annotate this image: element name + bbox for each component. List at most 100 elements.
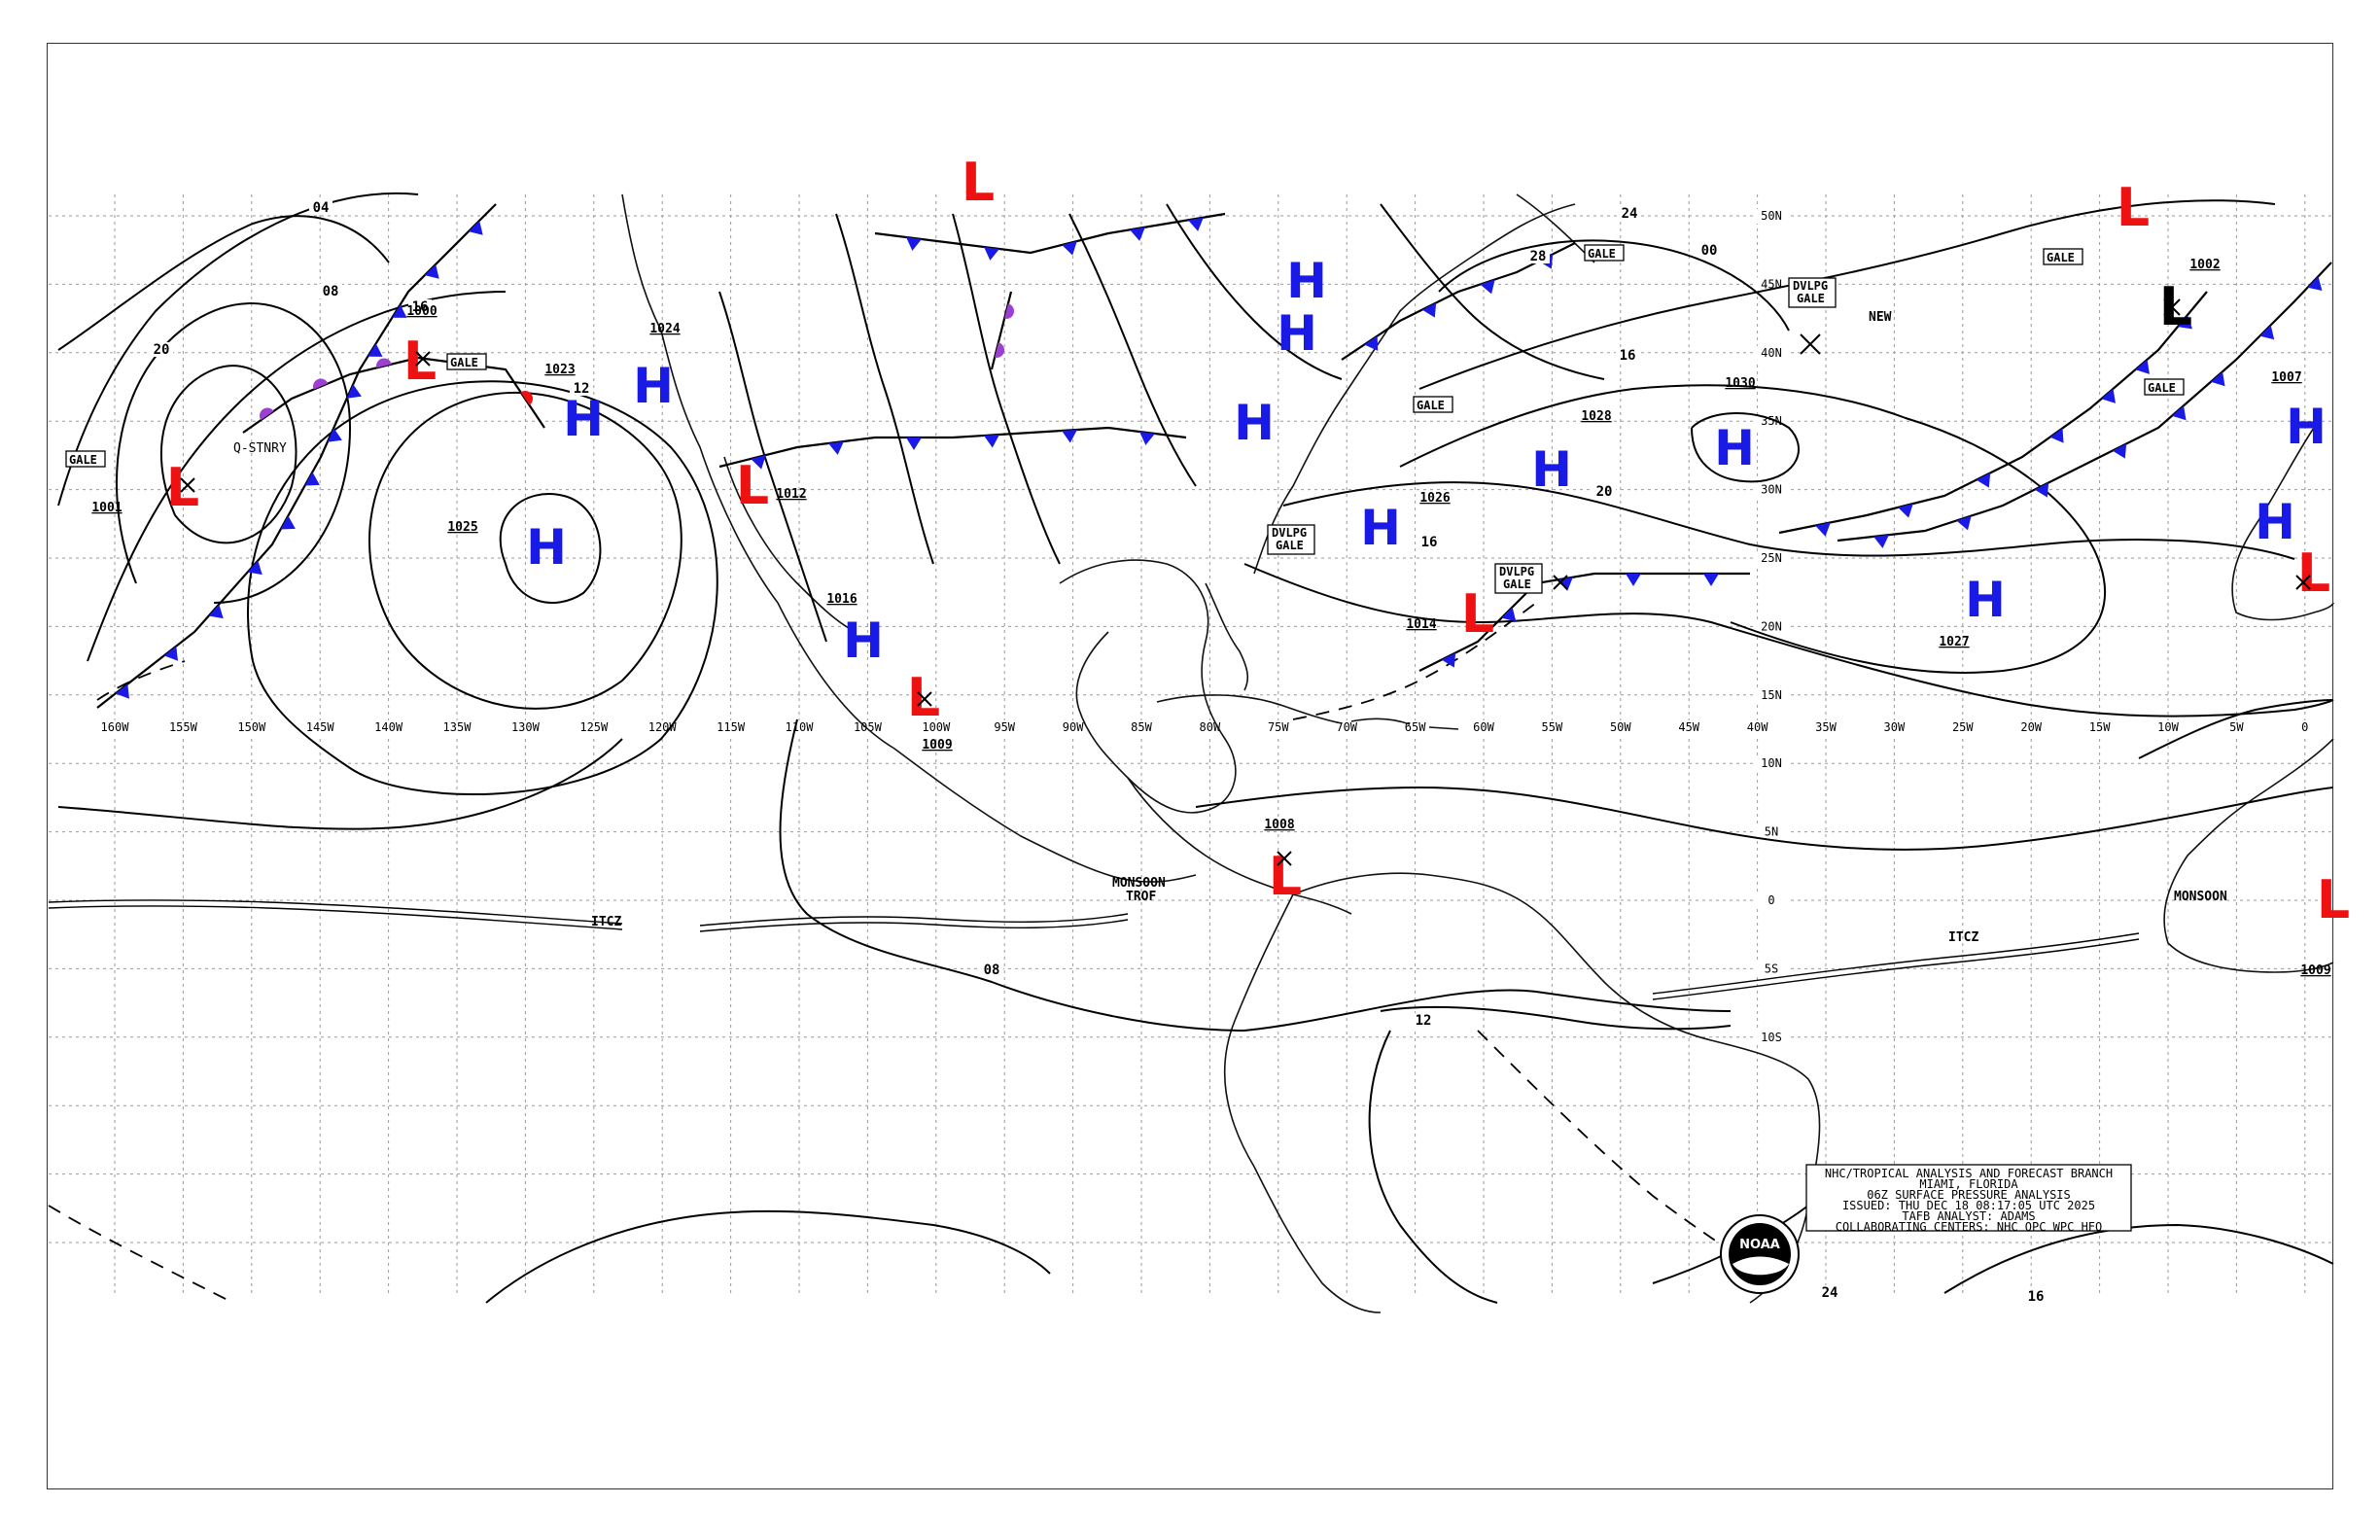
longitude-label: 115W — [717, 720, 746, 734]
front-symbol — [828, 441, 844, 455]
isobar-16-southeast — [1943, 1223, 2334, 1294]
itcz-east-1 — [1652, 932, 2140, 995]
isobar-pacific-1 — [57, 215, 390, 351]
longitude-label: 5W — [2229, 720, 2244, 734]
itcz-west-1 — [48, 899, 623, 925]
info-line-1: NHC/TROPICAL ANALYSIS AND FORECAST BRANC… — [1825, 1167, 2113, 1180]
isobar-value: 24 — [1622, 206, 1638, 222]
x-mark — [1800, 333, 1821, 355]
isobar-28-ring — [1691, 412, 1800, 483]
front-symbol — [906, 237, 922, 251]
svg-text:GALE: GALE — [1588, 247, 1616, 261]
latitude-label: 10S — [1761, 1031, 1782, 1044]
isobar-contus-1 — [718, 291, 827, 643]
feature-labels: Q-STNRY ITCZ ITCZ MONSOON TROF MONSOON N… — [233, 310, 2227, 945]
pressure-center-value: 1002 — [2189, 258, 2220, 272]
high-pressure-center: H — [1360, 500, 1401, 556]
front-symbol — [346, 384, 362, 399]
longitude-label: 55W — [1542, 720, 1563, 734]
isobar-value: 28 — [1530, 249, 1547, 264]
label-monsoon: MONSOON — [1112, 876, 1166, 891]
front-symbol — [247, 560, 262, 576]
isobar-08-south-arc — [1368, 1030, 1498, 1304]
longitude-label: 0 — [2301, 720, 2308, 734]
low-pressure-center: L — [2117, 177, 2150, 238]
isobar-24-atlantic — [1282, 481, 2295, 560]
front-symbol — [984, 247, 999, 261]
pressure-center-value: 1000 — [406, 304, 437, 319]
noaa-logo-text: NOAA — [1739, 1238, 1780, 1252]
coastlines — [621, 193, 2334, 1313]
low-pressure-center: L — [736, 455, 769, 516]
front-symbol — [995, 342, 1004, 358]
isobar-value: 24 — [1822, 1285, 1838, 1301]
front-north-contus — [874, 212, 1226, 261]
front-symbol — [1188, 217, 1204, 231]
gale-box: GALE — [2043, 248, 2083, 265]
coastline-iberia — [2231, 427, 2334, 621]
svg-text:GALE: GALE — [2047, 251, 2075, 264]
trough-pacific — [96, 660, 186, 701]
front-symbol — [1441, 652, 1456, 668]
high-pressure-center: H — [526, 519, 567, 576]
isobar-contus-2 — [835, 213, 934, 565]
front-symbol — [2049, 428, 2064, 443]
front-symbol — [1873, 535, 1889, 548]
front-symbol — [392, 304, 407, 318]
high-pressure-center: H — [843, 612, 884, 669]
isobar-value: 16 — [1620, 348, 1636, 364]
longitude-label: 160W — [101, 720, 130, 734]
front-symbol — [376, 358, 392, 368]
gale-box: GALE — [1413, 396, 1453, 413]
front-symbol — [368, 343, 383, 357]
isobar-value: 20 — [154, 342, 170, 358]
pressure-center-value: 1014 — [1406, 617, 1436, 632]
pressure-center-value: 1028 — [1581, 409, 1611, 424]
pressure-center-value: 1025 — [447, 520, 477, 535]
low-pressure-center: L — [166, 457, 199, 518]
itcz-central-1 — [699, 913, 1129, 927]
label-q-stnry: Q-STNRY — [233, 441, 287, 456]
gale-box: GALE — [2144, 378, 2185, 396]
occluded-front-pacific — [242, 356, 419, 434]
front-symbol — [2171, 405, 2187, 421]
front-symbol — [1501, 607, 1517, 622]
low-pressure-center: L — [2297, 542, 2330, 604]
pressure-center-value: 1023 — [544, 363, 575, 377]
front-symbol — [984, 435, 999, 448]
isobar-16-central — [1195, 786, 2334, 851]
gale-box: GALE — [446, 353, 487, 370]
front-symbol — [2307, 276, 2323, 291]
trough-south-america — [1477, 1030, 1751, 1265]
front-symbol — [2177, 314, 2192, 330]
label-trof: TROF — [1126, 890, 1156, 904]
cold-front-atlantic-2 — [1837, 262, 2332, 548]
gale-boxes: GALE GALE GALE GALE GALE GALE DVLPGGALE … — [65, 244, 2185, 594]
high-pressure-center: H — [633, 358, 674, 414]
latitude-label: 5S — [1765, 962, 1778, 975]
longitude-label: 10W — [2157, 720, 2179, 734]
svg-text:GALE: GALE — [1417, 399, 1445, 412]
longitude-label: 100W — [922, 720, 951, 734]
info-box: NHC/TROPICAL ANALYSIS AND FORECAST BRANC… — [1805, 1164, 2132, 1234]
high-pressure-center: H — [563, 391, 604, 447]
high-pressure-center: H — [1277, 305, 1317, 362]
high-pressure-center: H — [2286, 399, 2327, 455]
pressure-center-value: 1007 — [2271, 370, 2301, 385]
map-frame — [47, 43, 2333, 1489]
isobar-contus-5 — [1166, 203, 1343, 380]
isobar-16-southwest-2 — [485, 1209, 1051, 1304]
svg-text:GALE: GALE — [1503, 578, 1531, 591]
info-line-4: ISSUED: THU DEC 18 08:17:05 UTC 2025 — [1842, 1199, 2095, 1212]
longitude-label: 135W — [443, 720, 472, 734]
front-symbol — [1130, 227, 1145, 241]
front-symbol — [163, 646, 178, 661]
front-symbol — [1815, 522, 1831, 537]
label-itcz-west: ITCZ — [591, 915, 621, 929]
isobar-value: 12 — [1416, 1013, 1432, 1029]
coastline-puerto-rico — [1428, 726, 1459, 730]
front-symbol — [304, 472, 320, 486]
isobar-value: 16 — [1421, 535, 1438, 550]
longitude-label: 110W — [786, 720, 815, 734]
